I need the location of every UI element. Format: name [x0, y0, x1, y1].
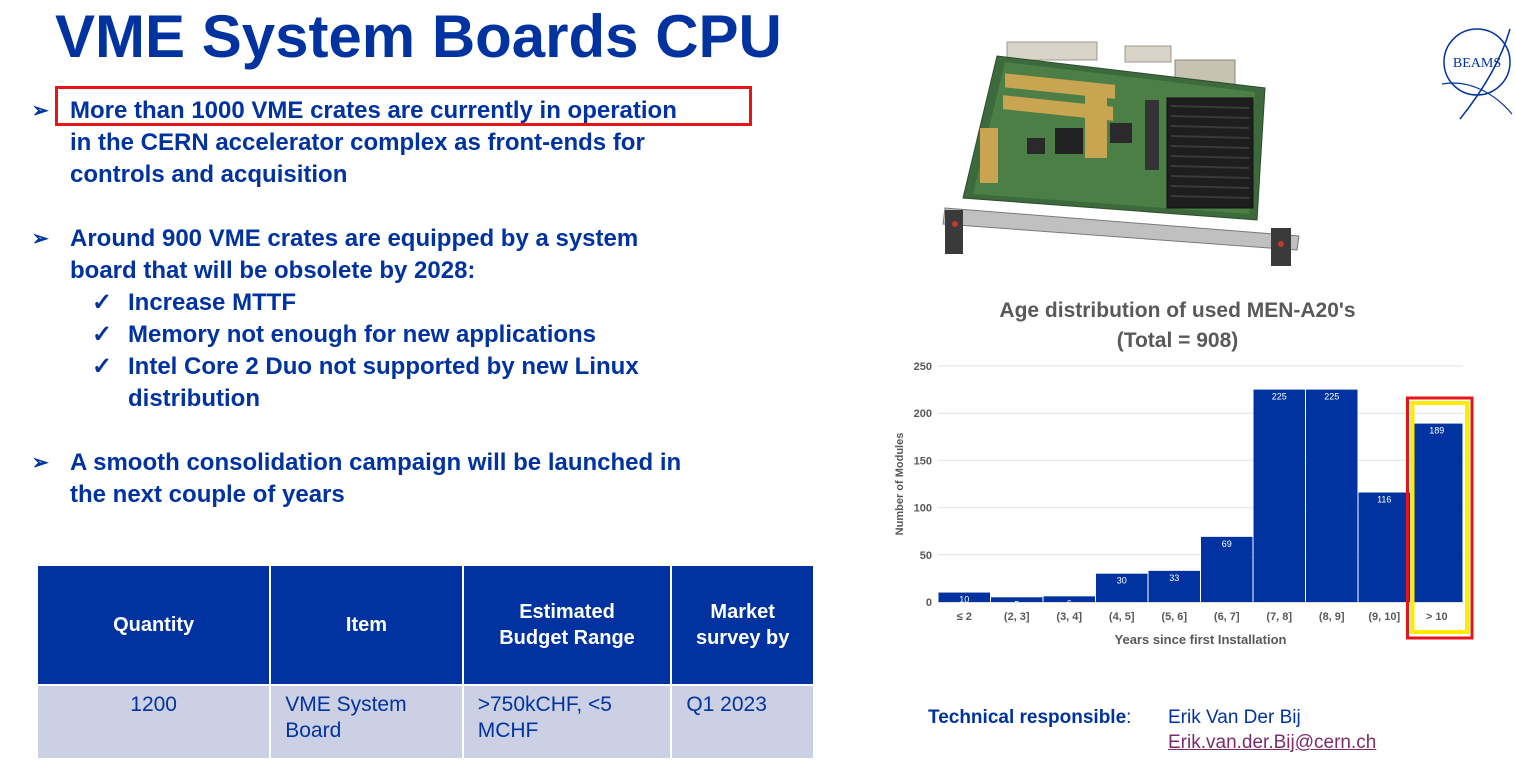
y-tick-label: 200 [914, 408, 932, 420]
x-tick-label: (7, 8] [1266, 611, 1292, 623]
x-tick-label: (9, 10] [1368, 611, 1400, 623]
table-header-row: Quantity Item Estimated Budget Range Mar… [35, 564, 815, 686]
bullet-3-line-2: the next couple of years [70, 481, 345, 508]
bullet-3-line-1: A smooth consolidation campaign will be … [70, 449, 682, 476]
y-tick-label: 250 [914, 361, 932, 373]
bar [991, 597, 1043, 602]
cell-survey: Q1 2023 [670, 684, 815, 760]
x-tick-label: (5, 6] [1161, 611, 1187, 623]
cell-budget: >750kCHF, <5 MCHF [461, 684, 673, 760]
highlight-box-yellow [1410, 401, 1469, 634]
technical-label: Technical responsible [928, 707, 1127, 728]
x-tick-label: (4, 5] [1109, 611, 1135, 623]
beams-logo: BEAMS [1441, 28, 1513, 120]
data-label: 6 [1067, 598, 1072, 608]
cell-quantity: 1200 [35, 684, 272, 760]
data-label: 33 [1169, 573, 1179, 583]
bar [1201, 536, 1253, 602]
data-label: 225 [1272, 392, 1287, 402]
table-row: 1200 VME System Board >750kCHF, <5 MCHF … [35, 684, 815, 760]
technical-name: Erik Van Der Bij [1168, 707, 1301, 728]
x-tick-label: > 10 [1426, 611, 1448, 623]
bullet-1-line-1: More than 1000 VME crates are currently … [70, 97, 677, 124]
highlight-box-red-chart [1406, 396, 1474, 640]
subbullet-3-line-2: distribution [128, 385, 260, 412]
data-label: 10 [959, 595, 969, 605]
check-bullet-icon: ✓ [92, 353, 113, 380]
x-tick-label: ≤ 2 [957, 611, 972, 623]
bullet-1-line-3: controls and acquisition [70, 161, 348, 188]
chart-title: Age distribution of used MEN-A20's (Tota… [999, 299, 1356, 352]
data-label: 225 [1324, 392, 1339, 402]
data-label: 116 [1377, 494, 1391, 504]
highlight-box-red [55, 86, 752, 126]
header-budget: Estimated Budget Range [461, 564, 673, 686]
bar [1148, 570, 1200, 602]
check-bullet-icon: ✓ [92, 289, 113, 316]
bullet-1-line-2: in the CERN accelerator complex as front… [70, 129, 645, 156]
budget-table: Quantity Item Estimated Budget Range Mar… [35, 564, 815, 760]
cell-item: VME System Board [269, 684, 464, 760]
page-title: VME System Boards CPU [55, 3, 782, 70]
age-distribution-chart: 0 50 100 150 200 250 10 ≤ 2 5 (2, 3] 6 (3, 4] 30 (4, … [894, 361, 1474, 647]
x-tick-label: (8, 9] [1319, 611, 1345, 623]
x-tick-label: (3, 4] [1056, 611, 1082, 623]
vme-board-image [935, 38, 1303, 272]
y-tick-label: 150 [914, 455, 932, 467]
arrow-bullet-icon: ➢ [32, 452, 49, 474]
x-axis-label: Years since first Installation [1115, 632, 1287, 647]
technical-email-link[interactable]: Erik.van.der.Bij@cern.ch [1168, 732, 1377, 753]
data-label: 5 [1014, 599, 1019, 609]
data-label: 189 [1429, 426, 1444, 436]
bar [1411, 423, 1463, 602]
header-item: Item [269, 564, 464, 686]
bar [1306, 389, 1358, 602]
data-label: 69 [1222, 539, 1232, 549]
check-bullet-icon: ✓ [92, 321, 113, 348]
subbullet-3-line-1: Intel Core 2 Duo not supported by new Li… [128, 353, 639, 380]
bar [938, 592, 990, 602]
y-tick-label: 100 [914, 503, 932, 515]
bullet-2-line-2: board that will be obsolete by 2028: [70, 257, 476, 284]
arrow-bullet-icon: ➢ [32, 100, 49, 122]
x-tick-label: (6, 7] [1214, 611, 1240, 623]
y-axis-label: Number of Modules [894, 433, 906, 536]
x-tick-label: (2, 3] [1004, 611, 1030, 623]
arrow-bullet-icon: ➢ [32, 228, 49, 250]
bar [1043, 596, 1095, 602]
bar [1358, 492, 1410, 602]
header-survey: Market survey by [670, 564, 815, 686]
bar [1253, 389, 1305, 602]
y-tick-label: 0 [926, 597, 932, 609]
data-label: 30 [1117, 576, 1127, 586]
bar [1096, 573, 1148, 602]
logo-text: BEAMS [1453, 56, 1501, 71]
bullet-2-line-1: Around 900 VME crates are equipped by a … [70, 225, 639, 252]
y-tick-label: 50 [920, 550, 932, 562]
header-quantity: Quantity [35, 564, 272, 686]
